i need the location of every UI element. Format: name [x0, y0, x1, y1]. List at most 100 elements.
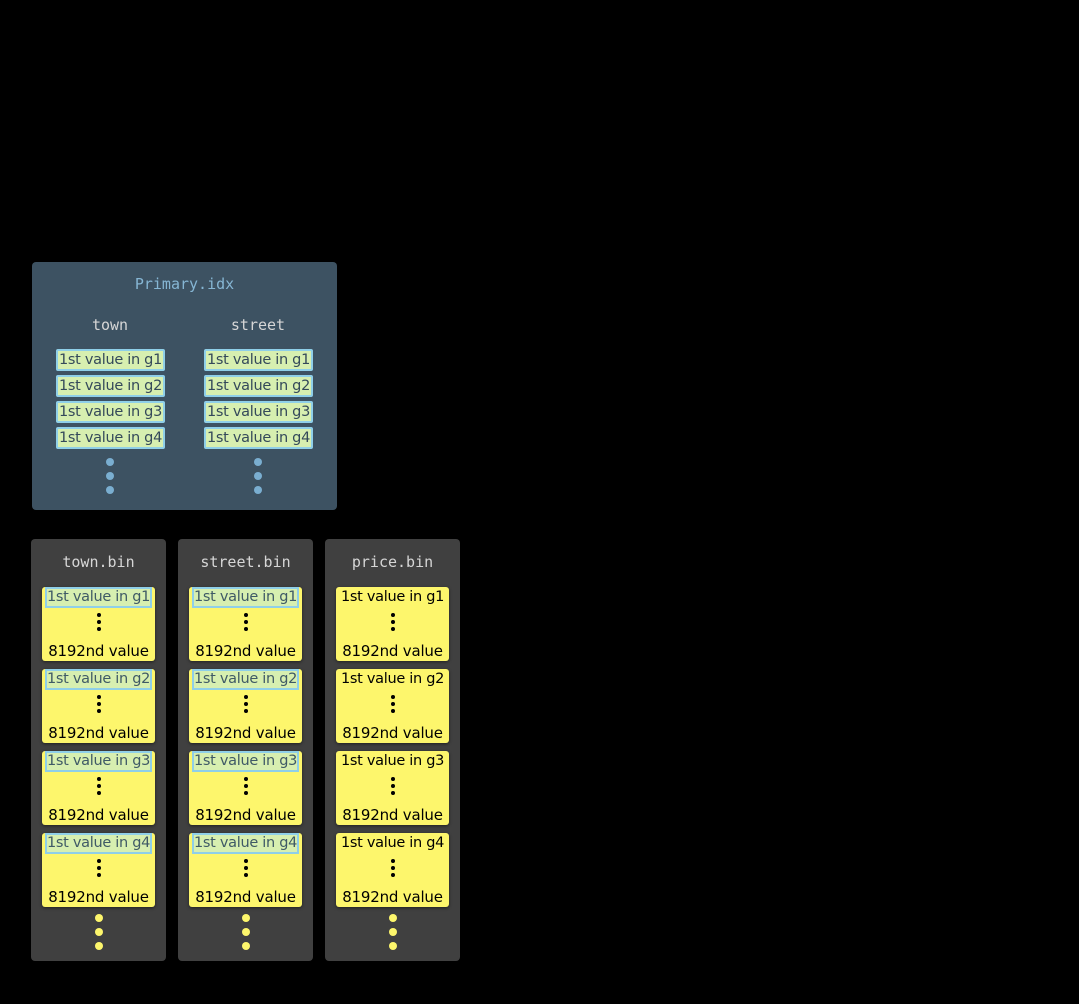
- ellipsis-dot: [106, 472, 114, 480]
- primary-index-panel: Primary.idx town 1st value in g1 1st value…: [32, 262, 337, 510]
- index-entry: 1st value in g4: [56, 427, 165, 449]
- ellipsis-dot: [391, 620, 395, 624]
- ellipsis-dot: [244, 627, 248, 631]
- ellipsis-dot: [95, 942, 103, 950]
- column-header-street: street: [230, 316, 286, 334]
- granule-3: 1st value in g3 8192nd value: [336, 751, 449, 825]
- granule-first-value: 1st value in g4: [192, 833, 299, 854]
- granule-first-value: 1st value in g4: [45, 833, 152, 854]
- ellipsis-dot: [97, 791, 101, 795]
- granule-last-value: 8192nd value: [48, 888, 149, 906]
- ellipsis-dot: [244, 702, 248, 706]
- index-entry: 1st value in g1: [204, 349, 313, 371]
- granule-last-value: 8192nd value: [342, 724, 443, 742]
- granule-first-value: 1st value in g2: [192, 669, 299, 690]
- ellipsis-dot: [97, 784, 101, 788]
- ellipsis-dot: [97, 627, 101, 631]
- bin-file-title: street.bin: [200, 553, 291, 571]
- granule-1: 1st value in g1 8192nd value: [189, 587, 302, 661]
- granule-first-value: 1st value in g3: [341, 753, 445, 769]
- granule-last-value: 8192nd value: [342, 642, 443, 660]
- granule-first-value: 1st value in g4: [341, 835, 445, 851]
- ellipsis-dot: [391, 695, 395, 699]
- ellipsis-dot: [391, 866, 395, 870]
- granule-2: 1st value in g2 8192nd value: [336, 669, 449, 743]
- granule-last-value: 8192nd value: [195, 806, 296, 824]
- bin-file-title: town.bin: [62, 553, 135, 571]
- index-entry: 1st value in g4: [204, 427, 313, 449]
- granule-last-value: 8192nd value: [48, 642, 149, 660]
- granule-first-value: 1st value in g1: [341, 589, 445, 605]
- ellipsis-dot: [97, 613, 101, 617]
- granule-1: 1st value in g1 8192nd value: [42, 587, 155, 661]
- index-entry: 1st value in g3: [204, 401, 313, 423]
- index-entry: 1st value in g2: [204, 375, 313, 397]
- ellipsis-dot: [254, 472, 262, 480]
- ellipsis-dot: [389, 914, 397, 922]
- ellipsis-dot: [97, 620, 101, 624]
- primary-index-title: Primary.idx: [134, 275, 235, 293]
- granule-last-value: 8192nd value: [342, 888, 443, 906]
- ellipsis-dot: [391, 709, 395, 713]
- ellipsis-dot: [389, 928, 397, 936]
- granule-first-value: 1st value in g1: [192, 587, 299, 608]
- ellipsis-dot: [97, 702, 101, 706]
- ellipsis-dot: [391, 784, 395, 788]
- ellipsis-dot: [391, 613, 395, 617]
- ellipsis-dot: [391, 873, 395, 877]
- granule-last-value: 8192nd value: [342, 806, 443, 824]
- ellipsis-dot: [389, 942, 397, 950]
- ellipsis-dot: [391, 777, 395, 781]
- granule-2: 1st value in g2 8192nd value: [42, 669, 155, 743]
- ellipsis-dot: [97, 709, 101, 713]
- ellipsis-dot: [391, 859, 395, 863]
- granule-first-value: 1st value in g3: [192, 751, 299, 772]
- column-header-town: town: [91, 316, 129, 334]
- ellipsis-dot: [97, 873, 101, 877]
- ellipsis-dot: [244, 873, 248, 877]
- granule-4: 1st value in g4 8192nd value: [42, 833, 155, 907]
- bin-file-street-bin: street.bin 1st value in g1 8192nd value 1st…: [178, 539, 313, 961]
- granule-first-value: 1st value in g1: [45, 587, 152, 608]
- ellipsis-dot: [97, 859, 101, 863]
- ellipsis-dot: [254, 458, 262, 466]
- ellipsis-dot: [97, 777, 101, 781]
- bin-file-title: price.bin: [351, 553, 434, 571]
- granule-3: 1st value in g3 8192nd value: [189, 751, 302, 825]
- ellipsis-dot: [242, 914, 250, 922]
- granule-1: 1st value in g1 8192nd value: [336, 587, 449, 661]
- index-entry: 1st value in g2: [56, 375, 165, 397]
- ellipsis-dot: [97, 866, 101, 870]
- ellipsis-dot: [244, 791, 248, 795]
- ellipsis-dot: [391, 702, 395, 706]
- bin-file-town-bin: town.bin 1st value in g1 8192nd value 1st v…: [31, 539, 166, 961]
- granule-4: 1st value in g4 8192nd value: [336, 833, 449, 907]
- granule-last-value: 8192nd value: [195, 724, 296, 742]
- ellipsis-dot: [244, 859, 248, 863]
- ellipsis-dot: [106, 458, 114, 466]
- ellipsis-dot: [244, 695, 248, 699]
- ellipsis-dot: [95, 928, 103, 936]
- index-entry: 1st value in g1: [56, 349, 165, 371]
- granule-last-value: 8192nd value: [48, 806, 149, 824]
- ellipsis-dot: [244, 866, 248, 870]
- ellipsis-dot: [244, 620, 248, 624]
- index-entry: 1st value in g3: [56, 401, 165, 423]
- granule-first-value: 1st value in g2: [341, 671, 445, 687]
- ellipsis-dot: [95, 914, 103, 922]
- ellipsis-dot: [106, 486, 114, 494]
- ellipsis-dot: [244, 784, 248, 788]
- ellipsis-dot: [391, 791, 395, 795]
- ellipsis-dot: [97, 695, 101, 699]
- ellipsis-dot: [242, 928, 250, 936]
- granule-4: 1st value in g4 8192nd value: [189, 833, 302, 907]
- granule-last-value: 8192nd value: [48, 724, 149, 742]
- granule-last-value: 8192nd value: [195, 642, 296, 660]
- bin-file-price-bin: price.bin 1st value in g1 8192nd value 1st …: [325, 539, 460, 961]
- ellipsis-dot: [244, 709, 248, 713]
- granule-last-value: 8192nd value: [195, 888, 296, 906]
- granule-first-value: 1st value in g3: [45, 751, 152, 772]
- ellipsis-dot: [244, 613, 248, 617]
- ellipsis-dot: [244, 777, 248, 781]
- granule-first-value: 1st value in g2: [45, 669, 152, 690]
